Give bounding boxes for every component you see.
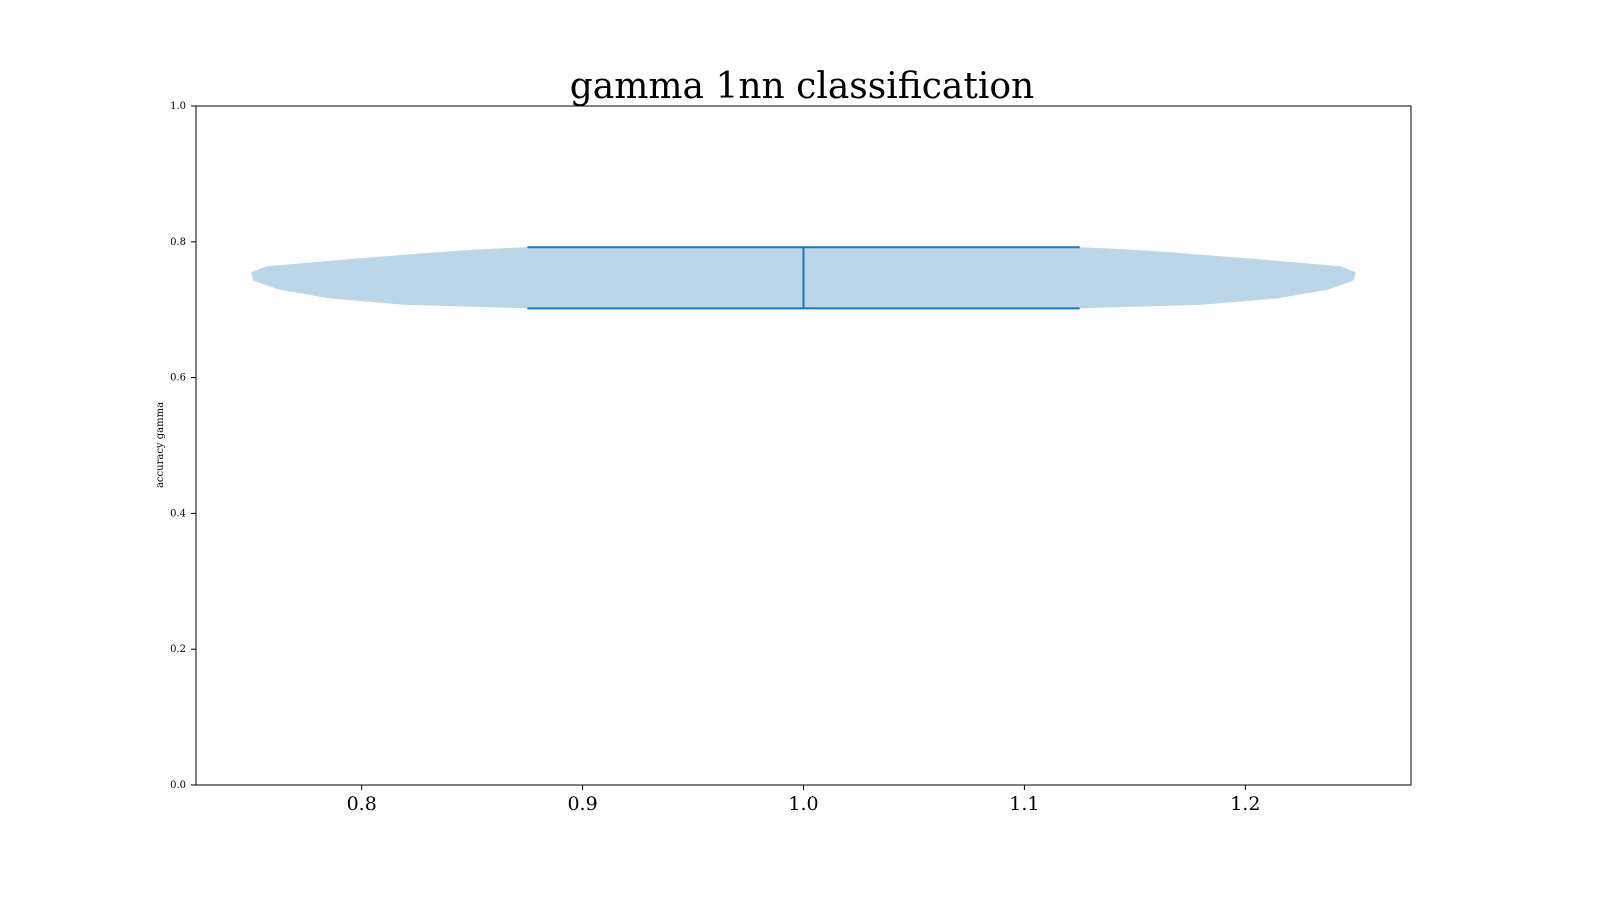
violin-layer (251, 246, 1356, 310)
y-axis-ticks: 0.0 0.2 0.4 0.6 0.8 1.0 (170, 101, 196, 791)
y-tick-label: 0.6 (170, 373, 186, 384)
axes-frame (195, 105, 1412, 786)
x-tick-label: 0.8 (347, 793, 377, 815)
y-tick-label: 0.0 (170, 780, 186, 791)
y-tick-label: 0.8 (170, 237, 186, 248)
x-axis-ticks: 0.8 0.9 1.0 1.1 1.2 (347, 785, 1260, 815)
x-tick-label: 1.2 (1230, 793, 1260, 815)
y-tick-label: 1.0 (170, 101, 186, 112)
y-tick-label: 0.4 (170, 508, 186, 519)
x-tick-label: 0.9 (567, 793, 597, 815)
x-tick-label: 1.0 (788, 793, 818, 815)
chart-title: gamma 1nn classification (570, 66, 1034, 107)
x-tick-label: 1.1 (1009, 793, 1039, 815)
y-axis-label: accuracy gamma (155, 402, 166, 488)
y-tick-label: 0.2 (170, 644, 186, 655)
